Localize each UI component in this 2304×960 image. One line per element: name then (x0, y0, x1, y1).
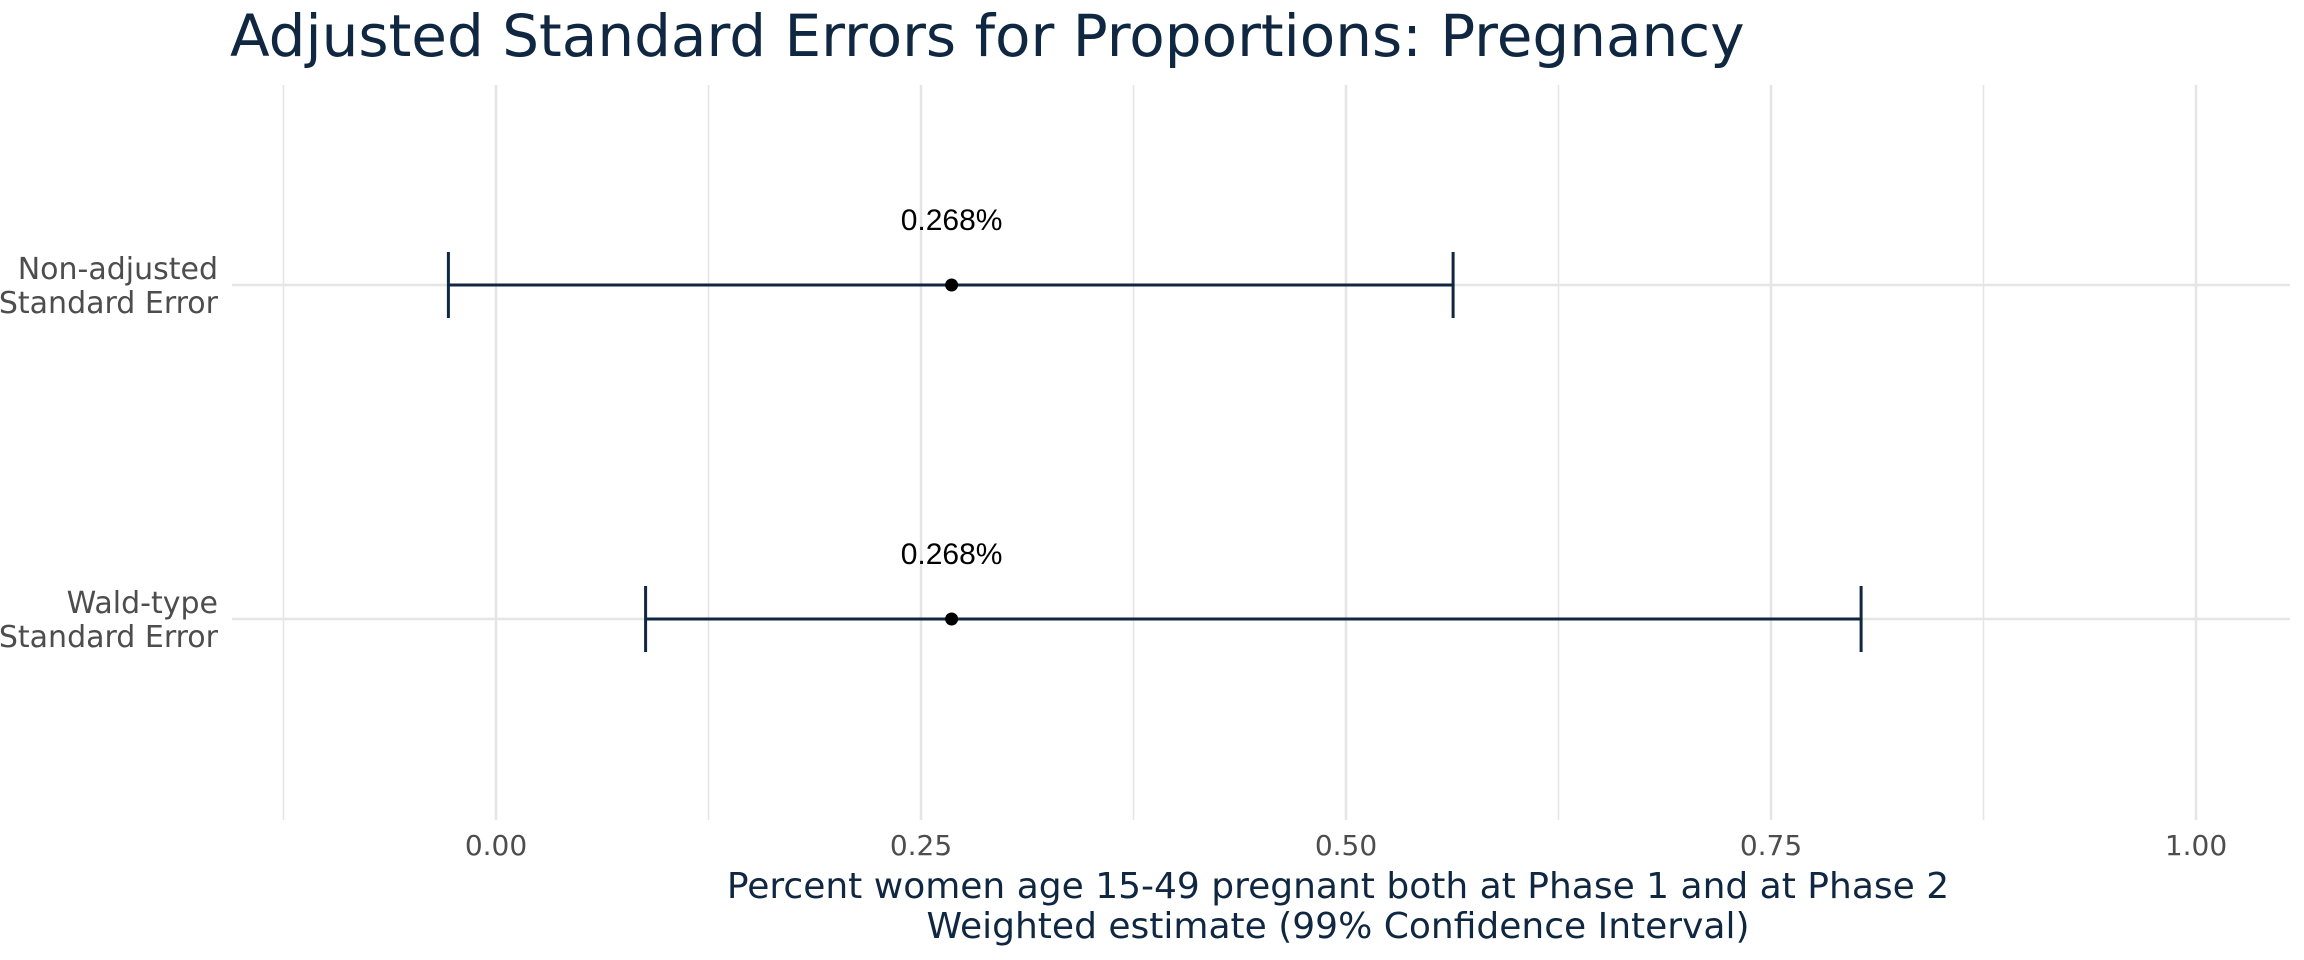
x-tick-label: 0.00 (465, 829, 527, 862)
data-label: 0.268% (901, 204, 1003, 237)
x-tick-label: 0.50 (1315, 829, 1377, 862)
text-layer: 0.00 0.25 0.50 0.75 1.00Non-adjustedStandard… (0, 204, 2227, 947)
estimate-point (945, 612, 959, 626)
x-axis-title: Percent women age 15-49 pregnant both at… (727, 866, 1949, 907)
x-axis-title: Weighted estimate (99% Confidence Interv… (927, 906, 1750, 947)
y-tick-label: Wald-type (67, 586, 218, 621)
grid-layer (232, 85, 2290, 820)
y-tick-label: Standard Error (0, 286, 219, 321)
chart-title: Adjusted Standard Errors for Proportions… (230, 2, 1745, 70)
y-tick-label: Standard Error (0, 620, 219, 655)
data-label: 0.268% (901, 538, 1003, 571)
y-tick-label: Non-adjusted (18, 252, 218, 287)
x-tick-label: 0.25 (890, 829, 952, 862)
x-tick-label: 0.75 (1740, 829, 1802, 862)
x-tick-label: 1.00 (2165, 829, 2227, 862)
estimate-point (945, 278, 959, 292)
marks-layer (446, 252, 1863, 652)
